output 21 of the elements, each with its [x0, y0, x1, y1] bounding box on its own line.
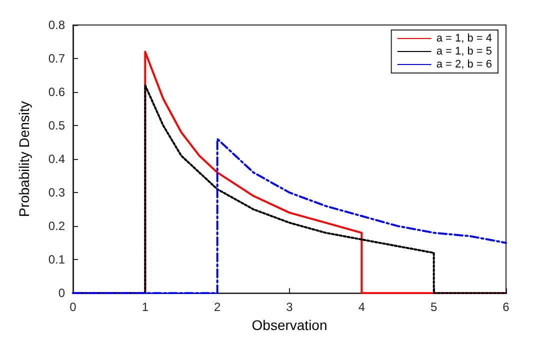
legend-label: a = 2, b = 6	[436, 58, 492, 70]
x-tick-label: 6	[502, 300, 510, 314]
x-tick-label: 2	[214, 300, 221, 314]
y-tick-label: 0.3	[48, 186, 66, 200]
x-tick-label: 4	[358, 300, 366, 314]
x-tick-label: 1	[142, 300, 149, 314]
x-tick-label: 0	[70, 300, 77, 314]
x-tick-label: 3	[286, 300, 294, 314]
y-tick-label: 0.5	[48, 118, 66, 133]
y-tick-label: 0.4	[48, 152, 66, 166]
y-tick-label: 0.1	[48, 252, 66, 267]
y-tick-label: 0.8	[48, 18, 66, 32]
x-tick-label: 5	[430, 300, 438, 314]
legend-label: a = 1, b = 5	[436, 46, 492, 58]
y-tick-label: 0	[58, 286, 66, 300]
y-tick-label: 0.7	[48, 52, 66, 66]
x-axis-title: Observation	[252, 317, 328, 333]
y-tick-label: 0.2	[48, 219, 66, 234]
y-axis-title: Probability Density	[16, 101, 32, 218]
legend-label: a = 1, b = 4	[436, 32, 492, 44]
y-tick-label: 0.6	[48, 85, 66, 100]
